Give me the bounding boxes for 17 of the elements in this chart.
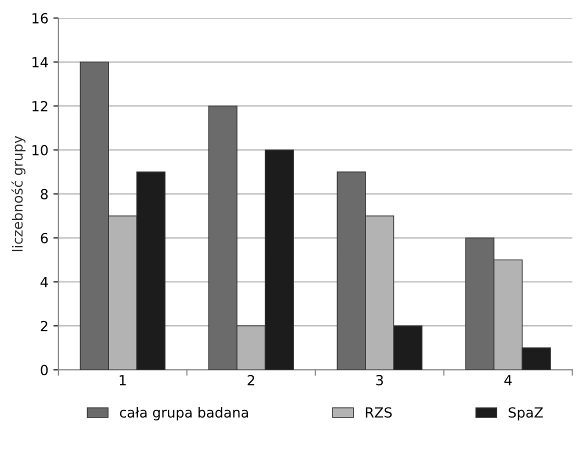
- y-tick-label: 12: [32, 100, 48, 112]
- legend-label: SpaZ: [508, 407, 543, 420]
- y-tick-label: 6: [40, 232, 48, 244]
- y-tick-label: 8: [40, 188, 48, 200]
- legend-label: cała grupa badana: [120, 406, 248, 420]
- y-tick-label: 0: [40, 364, 48, 376]
- x-tick-label: 4: [504, 375, 512, 386]
- y-tick-label: 16: [32, 13, 48, 24]
- x-tick-label: 3: [376, 374, 383, 386]
- y-tick-label: 4: [40, 277, 48, 288]
- y-tick-label: 14: [32, 57, 48, 68]
- y-tick-label: 2: [40, 320, 48, 332]
- legend-label: RZS: [366, 407, 392, 418]
- x-tick-label: 2: [248, 374, 254, 386]
- x-tick-label: 1: [120, 375, 126, 386]
- y-tick-label: 10: [32, 144, 48, 156]
- y-axis-title: liczebność grupy: [11, 136, 26, 252]
